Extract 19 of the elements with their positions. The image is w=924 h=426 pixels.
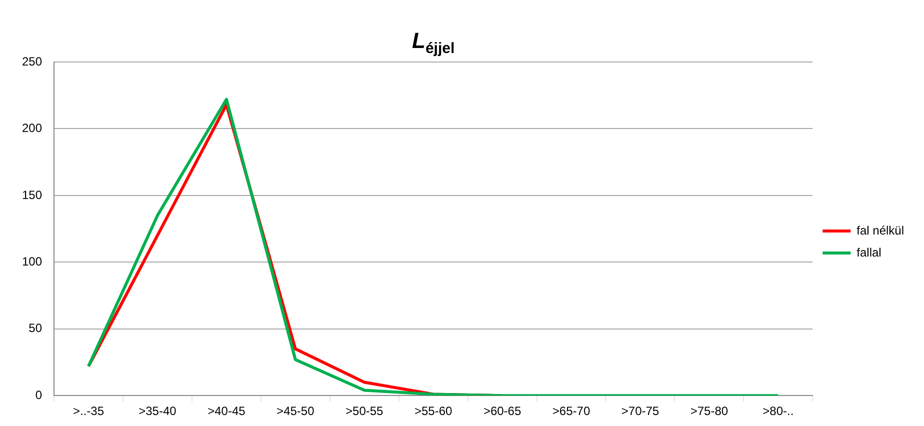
x-tick-label: >..-35 (72, 404, 104, 418)
x-tick-label: >60-65 (483, 404, 522, 418)
y-tick-label: 50 (28, 321, 42, 336)
x-tick-label: >40-45 (208, 404, 246, 418)
x-tick-label: >45-50 (276, 404, 315, 418)
y-tick-label: 250 (22, 54, 42, 68)
x-tick-label: >75-80 (690, 404, 728, 418)
x-tick-label: >65-70 (552, 404, 590, 418)
y-tick-label: 100 (22, 254, 42, 268)
x-tick-label: >35-40 (138, 404, 177, 418)
x-tick-label: >70-75 (621, 404, 660, 418)
x-tick-label: >55-60 (414, 404, 453, 418)
y-tick-label: 150 (22, 188, 42, 202)
x-tick-label: >50-55 (346, 404, 384, 418)
y-tick-label: 200 (22, 121, 42, 136)
legend-label: fallal (856, 245, 882, 260)
legend-label: fal nélkül (856, 223, 904, 238)
y-tick-label: 0 (35, 388, 42, 402)
x-tick-label: >80-.. (762, 404, 794, 418)
